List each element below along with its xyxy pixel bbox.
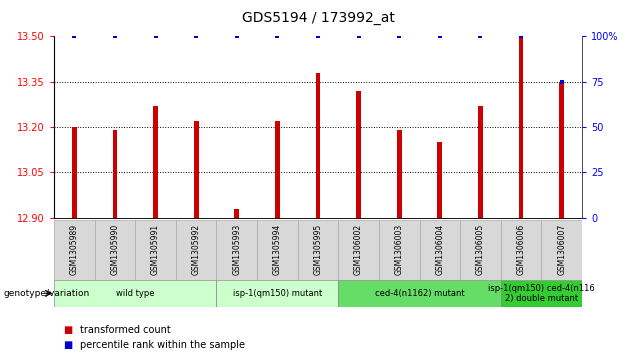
- Point: [232, 33, 242, 39]
- Text: genotype/variation: genotype/variation: [3, 289, 90, 298]
- Text: ■: ■: [64, 325, 73, 335]
- Text: GSM1306006: GSM1306006: [516, 224, 525, 275]
- Text: isp-1(qm150) ced-4(n116
2) double mutant: isp-1(qm150) ced-4(n116 2) double mutant: [488, 284, 595, 303]
- Point: [556, 79, 567, 85]
- Bar: [234, 209, 239, 218]
- Text: GSM1305989: GSM1305989: [70, 224, 79, 275]
- Bar: [135, 220, 176, 280]
- Bar: [216, 280, 338, 307]
- Text: percentile rank within the sample: percentile rank within the sample: [80, 340, 244, 350]
- Text: GSM1305994: GSM1305994: [273, 224, 282, 275]
- Point: [394, 33, 404, 39]
- Bar: [379, 220, 420, 280]
- Bar: [54, 280, 216, 307]
- Point: [191, 33, 201, 39]
- Bar: [356, 91, 361, 218]
- Bar: [113, 130, 118, 218]
- Bar: [54, 220, 95, 280]
- Bar: [72, 127, 77, 218]
- Bar: [95, 220, 135, 280]
- Text: ■: ■: [64, 340, 73, 350]
- Text: wild type: wild type: [116, 289, 155, 298]
- Point: [516, 33, 526, 39]
- Bar: [438, 142, 442, 218]
- Text: GSM1305993: GSM1305993: [232, 224, 241, 275]
- Bar: [153, 106, 158, 218]
- Bar: [420, 220, 460, 280]
- Bar: [501, 280, 582, 307]
- Bar: [397, 130, 402, 218]
- Bar: [194, 121, 198, 218]
- Text: GSM1306002: GSM1306002: [354, 224, 363, 275]
- Text: GSM1305992: GSM1305992: [191, 224, 201, 275]
- Bar: [298, 220, 338, 280]
- Text: GSM1306003: GSM1306003: [395, 224, 404, 275]
- Bar: [478, 106, 483, 218]
- Text: transformed count: transformed count: [80, 325, 170, 335]
- Text: GSM1306005: GSM1306005: [476, 224, 485, 275]
- Bar: [275, 121, 280, 218]
- Point: [272, 33, 282, 39]
- Bar: [338, 280, 501, 307]
- Point: [313, 33, 323, 39]
- Point: [354, 33, 364, 39]
- Point: [110, 33, 120, 39]
- Bar: [518, 36, 523, 218]
- Text: GSM1306007: GSM1306007: [557, 224, 566, 275]
- Bar: [257, 220, 298, 280]
- Bar: [216, 220, 257, 280]
- Bar: [501, 220, 541, 280]
- Bar: [338, 220, 379, 280]
- Bar: [176, 220, 216, 280]
- Text: isp-1(qm150) mutant: isp-1(qm150) mutant: [233, 289, 322, 298]
- Point: [435, 33, 445, 39]
- Bar: [315, 73, 321, 218]
- Text: GSM1305995: GSM1305995: [314, 224, 322, 275]
- Point: [151, 33, 161, 39]
- Text: GDS5194 / 173992_at: GDS5194 / 173992_at: [242, 11, 394, 25]
- Text: GSM1305990: GSM1305990: [111, 224, 120, 275]
- Text: GSM1306004: GSM1306004: [435, 224, 445, 275]
- Bar: [559, 82, 564, 218]
- Point: [475, 33, 485, 39]
- Text: GSM1305991: GSM1305991: [151, 224, 160, 275]
- Bar: [541, 220, 582, 280]
- Point: [69, 33, 80, 39]
- Text: ced-4(n1162) mutant: ced-4(n1162) mutant: [375, 289, 464, 298]
- Bar: [460, 220, 501, 280]
